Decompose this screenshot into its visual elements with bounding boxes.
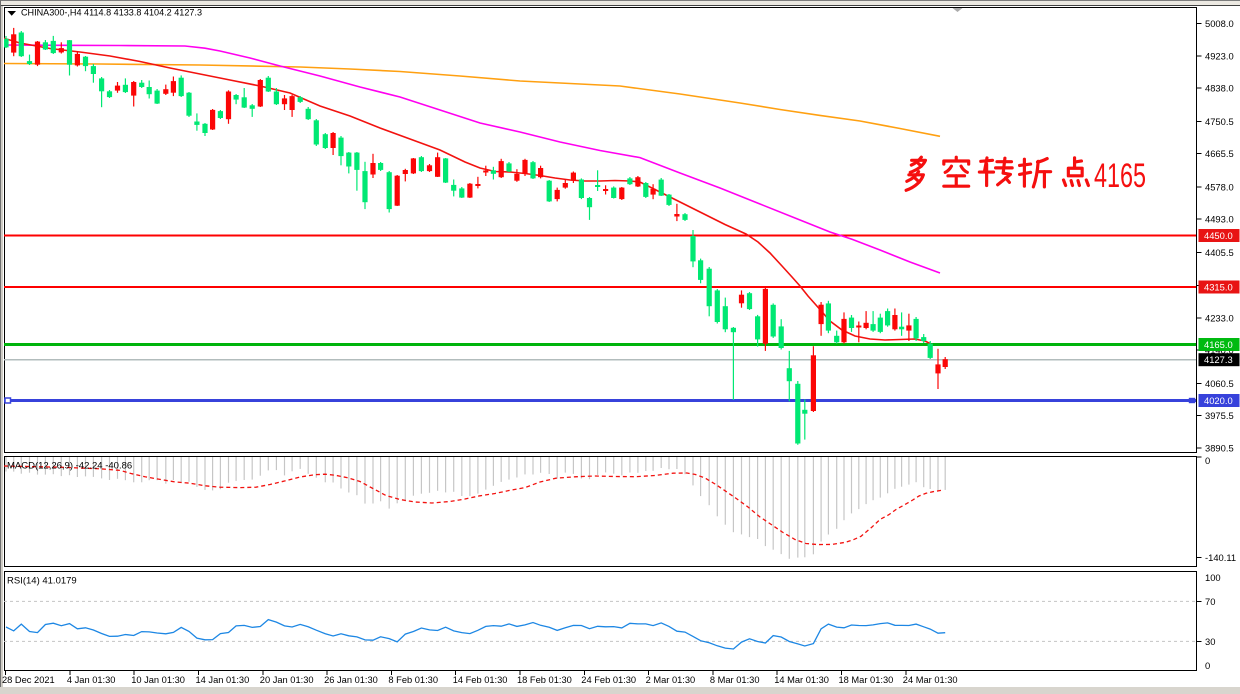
svg-text:4838.0: 4838.0 bbox=[1205, 83, 1234, 94]
svg-text:24 Mar 01:30: 24 Mar 01:30 bbox=[903, 675, 958, 685]
svg-text:3890.5: 3890.5 bbox=[1205, 442, 1234, 453]
svg-text:8 Mar 01:30: 8 Mar 01:30 bbox=[710, 675, 760, 685]
svg-text:4578.0: 4578.0 bbox=[1205, 181, 1234, 192]
svg-text:18 Mar 01:30: 18 Mar 01:30 bbox=[839, 675, 894, 685]
svg-text:18 Feb 01:30: 18 Feb 01:30 bbox=[517, 675, 572, 685]
svg-text:0: 0 bbox=[1205, 660, 1210, 671]
svg-text:RSI(14) 41.0179: RSI(14) 41.0179 bbox=[7, 576, 77, 587]
svg-text:28 Dec 2021: 28 Dec 2021 bbox=[2, 675, 55, 685]
svg-text:30: 30 bbox=[1205, 636, 1215, 647]
svg-text:4923.0: 4923.0 bbox=[1205, 50, 1234, 61]
svg-text:0: 0 bbox=[1205, 455, 1210, 466]
svg-text:4127.3: 4127.3 bbox=[1204, 354, 1233, 365]
svg-text:4 Jan 01:30: 4 Jan 01:30 bbox=[67, 675, 116, 685]
svg-text:4450.0: 4450.0 bbox=[1204, 230, 1233, 241]
svg-text:4493.0: 4493.0 bbox=[1205, 214, 1234, 225]
svg-text:MACD(12,26,9) -42.24 -40.86: MACD(12,26,9) -42.24 -40.86 bbox=[7, 461, 132, 472]
svg-text:14 Mar 01:30: 14 Mar 01:30 bbox=[774, 675, 829, 685]
svg-text:26 Jan 01:30: 26 Jan 01:30 bbox=[324, 675, 378, 685]
svg-text:4060.5: 4060.5 bbox=[1205, 378, 1234, 389]
svg-text:2 Mar 01:30: 2 Mar 01:30 bbox=[646, 675, 696, 685]
svg-text:10 Jan 01:30: 10 Jan 01:30 bbox=[131, 675, 185, 685]
svg-text:4165: 4165 bbox=[1094, 157, 1146, 195]
svg-text:20 Jan 01:30: 20 Jan 01:30 bbox=[260, 675, 314, 685]
svg-text:70: 70 bbox=[1205, 596, 1215, 607]
svg-text:-140.11: -140.11 bbox=[1205, 552, 1236, 563]
svg-text:CHINA300-,H4 4114.8 4133.8 41: CHINA300-,H4 4114.8 4133.8 4104.2 4127.3 bbox=[21, 8, 202, 19]
svg-text:8 Feb 01:30: 8 Feb 01:30 bbox=[388, 675, 438, 685]
svg-text:4750.5: 4750.5 bbox=[1205, 116, 1234, 127]
svg-text:4405.5: 4405.5 bbox=[1205, 247, 1234, 258]
svg-text:4233.0: 4233.0 bbox=[1205, 312, 1234, 323]
svg-text:24 Feb 01:30: 24 Feb 01:30 bbox=[581, 675, 636, 685]
svg-text:4315.0: 4315.0 bbox=[1204, 282, 1233, 293]
svg-text:4665.5: 4665.5 bbox=[1205, 148, 1234, 159]
svg-text:14 Feb 01:30: 14 Feb 01:30 bbox=[453, 675, 508, 685]
svg-text:4020.0: 4020.0 bbox=[1204, 395, 1233, 406]
svg-text:5008.0: 5008.0 bbox=[1205, 18, 1234, 29]
svg-text:100: 100 bbox=[1205, 572, 1221, 583]
svg-text:14 Jan 01:30: 14 Jan 01:30 bbox=[196, 675, 250, 685]
svg-text:3975.5: 3975.5 bbox=[1205, 410, 1234, 421]
svg-text:4165.0: 4165.0 bbox=[1204, 339, 1233, 350]
